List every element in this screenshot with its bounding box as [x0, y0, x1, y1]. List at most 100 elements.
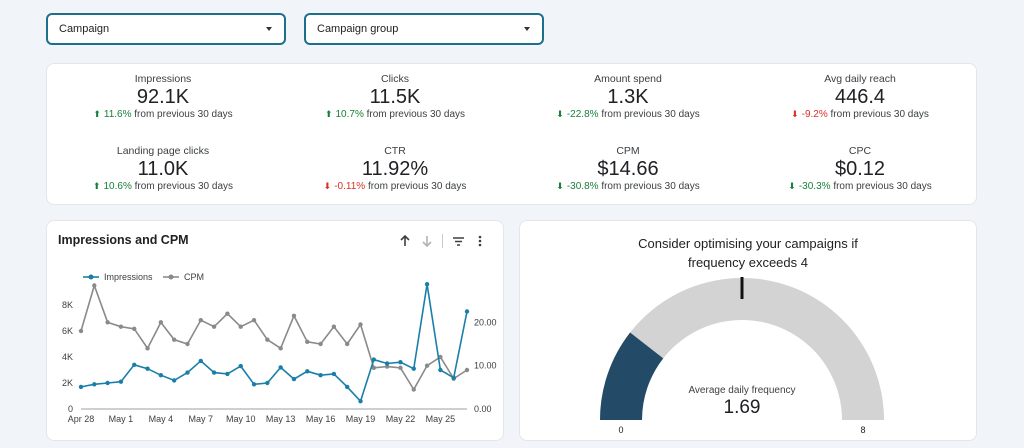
cpm-data-point	[398, 365, 403, 371]
cpm-data-point	[371, 365, 377, 371]
left-axis-tick-label: 0	[68, 404, 73, 414]
kpi-clicks: Clicks 11.5K ⬆ 10.7% from previous 30 days	[279, 73, 511, 120]
arrow-up-icon: ⬆	[324, 109, 333, 119]
campaign-filter-dropdown[interactable]: Campaign	[46, 13, 286, 45]
impressions-data-point	[318, 373, 323, 378]
impressions-data-point	[132, 362, 137, 367]
gauge-value: 1.69	[724, 397, 761, 418]
impressions-data-point	[145, 366, 150, 371]
sort-descending-icon[interactable]	[416, 232, 438, 250]
chevron-down-icon	[524, 27, 530, 31]
x-axis-tick-label: May 25	[426, 414, 456, 424]
kpi-delta-suffix: from previous 30 days	[366, 109, 466, 120]
campaign-group-filter-dropdown[interactable]: Campaign group	[304, 13, 544, 45]
kpi-value: $14.66	[597, 158, 659, 180]
impressions-data-point	[198, 358, 203, 364]
kpi-delta-suffix: from previous 30 days	[833, 181, 932, 192]
cpm-data-point	[185, 341, 190, 347]
impressions-data-point	[384, 361, 390, 366]
kpi-delta-value: -30.8%	[566, 181, 599, 192]
left-axis-tick-label: 4K	[62, 352, 73, 362]
x-axis-tick-label: May 16	[306, 414, 336, 424]
impressions-data-point	[92, 382, 97, 387]
impressions-data-point	[305, 369, 310, 374]
impressions-data-point	[411, 366, 416, 371]
impressions-data-point	[225, 371, 230, 377]
impressions-data-point	[185, 370, 190, 375]
kpi-delta-suffix: from previous 30 days	[134, 181, 234, 192]
gauge-value-arc	[600, 332, 664, 420]
x-axis-tick-label: May 10	[226, 414, 256, 424]
kpi-name: CPM	[616, 145, 640, 157]
kpi-delta-suffix: from previous 30 days	[830, 109, 929, 120]
kpi-delta: ⬇ -30.8% from previous 30 days	[512, 181, 744, 192]
cpm-data-point	[278, 346, 283, 351]
kpi-value: 92.1K	[136, 86, 190, 108]
x-axis-tick-label: May 7	[189, 414, 214, 424]
cpm-legend-marker	[168, 274, 174, 280]
left-axis-tick-label: 8K	[62, 300, 73, 310]
kpi-value: 446.4	[834, 86, 886, 108]
cpm-data-point	[105, 320, 110, 325]
impressions-data-point	[451, 375, 456, 380]
impressions-data-point	[345, 384, 350, 390]
x-axis-tick-label: May 22	[386, 414, 416, 424]
kpi-value: 11.5K	[369, 86, 421, 108]
kpi-ctr: CTR 11.92% ⬇ -0.11% from previous 30 days	[279, 145, 511, 192]
right-axis-tick-label: 0.00	[474, 404, 492, 414]
campaign-group-filter-label: Campaign group	[317, 23, 399, 35]
kpi-delta-suffix: from previous 30 days	[367, 181, 467, 192]
kpi-amount-spend: Amount spend 1.3K ⬇ -22.8% from previous 30…	[512, 73, 744, 120]
cpm-data-point	[118, 324, 124, 329]
impressions-cpm-line-chart: 0 2K 4K 6K 8K 0.00 10.00 20.00 Apr 28 May 1 May 4 M…	[62, 272, 497, 424]
impressions-data-point	[398, 360, 403, 365]
impressions-data-point	[238, 363, 243, 369]
cpm-data-point	[78, 328, 84, 334]
cpm-data-point	[158, 320, 164, 325]
kpi-landing-page-clicks: Landing page clicks 11.0K ⬆ 10.6% from prev…	[47, 145, 279, 192]
frequency-gauge-card: Consider optimising your campaigns if fre…	[519, 220, 977, 441]
kpi-delta-value: 10.7%	[335, 109, 364, 120]
more-options-icon[interactable]	[469, 232, 491, 250]
cpm-data-point	[225, 311, 230, 316]
arrow-down-icon: ⬇	[323, 181, 332, 191]
kpi-delta-value: 10.6%	[103, 181, 132, 192]
chart-title: Impressions and CPM	[58, 233, 189, 247]
kpi-value: 11.92%	[361, 158, 429, 180]
gauge-min-label: 0	[618, 425, 623, 435]
gauge-max-label: 8	[860, 425, 865, 435]
impressions-data-point	[251, 382, 257, 387]
kpi-value: 1.3K	[607, 86, 649, 108]
chevron-down-icon	[266, 27, 272, 31]
cpm-data-point	[211, 324, 217, 329]
cpm-data-point	[132, 326, 137, 332]
kpi-delta-suffix: from previous 30 days	[601, 109, 700, 120]
cpm-data-point	[411, 387, 416, 392]
kpi-delta-suffix: from previous 30 days	[601, 181, 700, 192]
impressions-data-point	[371, 357, 377, 362]
filter-icon[interactable]	[447, 232, 469, 250]
cpm-data-point	[198, 317, 203, 323]
campaign-filter-label: Campaign	[59, 23, 110, 35]
kpi-delta-value: -22.8%	[566, 109, 599, 120]
impressions-data-point	[358, 399, 363, 404]
sort-ascending-icon[interactable]	[394, 232, 416, 250]
x-axis-tick-label: Apr 28	[68, 414, 95, 424]
impressions-data-point	[105, 380, 110, 386]
kpi-avg-daily-reach: Avg daily reach 446.4 ⬇ -9.2% from previous…	[744, 73, 976, 120]
impressions-data-point	[211, 370, 217, 375]
x-axis-tick-label: May 19	[346, 414, 376, 424]
cpm-data-point	[318, 341, 323, 347]
gauge-label: Average daily frequency	[688, 385, 795, 396]
impressions-data-point	[171, 378, 177, 383]
impressions-legend-label: Impressions	[104, 272, 153, 282]
cpm-series-line	[80, 282, 468, 392]
impressions-data-point	[278, 365, 283, 370]
left-axis-tick-label: 2K	[62, 378, 73, 388]
arrow-up-icon: ⬆	[93, 109, 101, 119]
arrow-up-icon: ⬆	[92, 181, 101, 191]
right-axis-tick-label: 20.00	[474, 317, 497, 327]
cpm-data-point	[345, 341, 350, 347]
kpi-name: Avg daily reach	[824, 73, 896, 85]
impressions-data-point	[331, 371, 337, 377]
